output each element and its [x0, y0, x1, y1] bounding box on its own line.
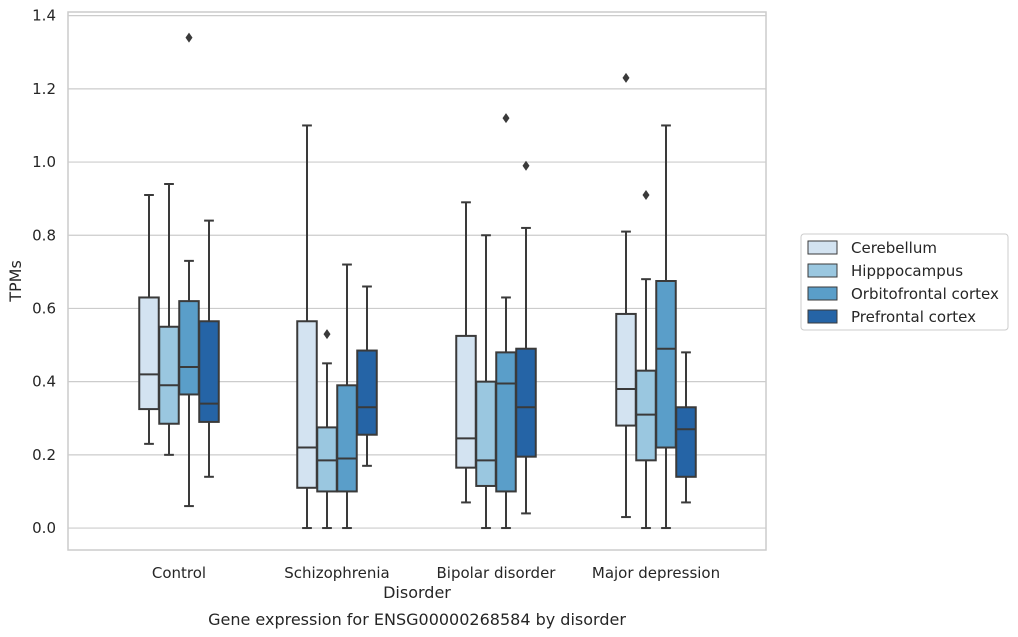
y-tick-label: 0.6	[32, 299, 56, 317]
box-prefrontal-cortex	[356, 285, 378, 467]
plot-frame	[67, 11, 767, 551]
legend-label: Hipppocampus	[851, 262, 963, 280]
y-tick-label: 1.2	[32, 80, 56, 98]
legend-swatch	[807, 240, 838, 255]
box-hipppocampus	[635, 189, 657, 530]
box-prefrontal-cortex	[515, 160, 537, 515]
y-tick-label: 0.2	[32, 446, 56, 464]
outlier-point	[502, 113, 510, 124]
legend-swatch	[807, 286, 838, 301]
box-iqr	[455, 334, 477, 469]
legend-label: Prefrontal cortex	[851, 308, 976, 326]
box-hipppocampus	[158, 183, 180, 456]
box-prefrontal-cortex	[675, 351, 697, 504]
x-tick-label: Control	[152, 564, 206, 582]
legend-swatch	[807, 263, 838, 278]
outlier-point	[622, 72, 630, 83]
box-iqr	[138, 296, 160, 411]
box-iqr	[475, 380, 497, 487]
y-tick-label: 1.0	[32, 153, 56, 171]
legend-label: Orbitofrontal cortex	[851, 285, 999, 303]
box-iqr	[356, 349, 378, 436]
outlier-point	[522, 160, 530, 171]
box-iqr	[296, 320, 318, 489]
box-cerebellum	[296, 124, 318, 530]
y-axis-title: TPMs	[6, 260, 25, 303]
legend: Cerebellum Hipppocampus Orbitofrontal cort…	[800, 233, 1009, 331]
x-axis-title: Disorder	[383, 583, 451, 602]
box-iqr	[336, 384, 358, 493]
box-prefrontal-cortex	[198, 219, 220, 478]
outlier-point	[642, 189, 650, 200]
box-iqr	[655, 280, 677, 449]
y-tick-label: 0.8	[32, 226, 56, 244]
x-tick-label: Major depression	[592, 564, 720, 582]
box-iqr	[615, 312, 637, 427]
box-hipppocampus	[475, 234, 497, 530]
chart-caption: Gene expression for ENSG00000268584 by d…	[208, 610, 626, 629]
x-tick-label: Bipolar disorder	[437, 564, 557, 582]
box-orbitofrontal-cortex	[655, 124, 677, 530]
x-axis-ticks: Control Schizophrenia Bipolar disorder Majo…	[152, 564, 720, 582]
box-orbitofrontal-cortex	[178, 32, 200, 508]
legend-swatch	[807, 309, 838, 324]
box-iqr	[178, 300, 200, 396]
y-tick-label: 0.4	[32, 373, 56, 391]
grid-lines	[68, 15, 766, 529]
box-iqr	[198, 320, 220, 423]
box-cerebellum	[455, 201, 477, 504]
box-orbitofrontal-cortex	[495, 113, 517, 530]
box-orbitofrontal-cortex	[336, 263, 358, 530]
outlier-point	[185, 32, 193, 43]
box-iqr	[495, 351, 517, 493]
box-cerebellum	[615, 72, 637, 519]
box-cerebellum	[138, 193, 160, 445]
outlier-point	[323, 329, 331, 340]
y-axis-ticks: 0.0 0.2 0.4 0.6 0.8 1.0 1.2 1.4	[32, 7, 56, 537]
box-iqr	[675, 406, 697, 478]
x-tick-label: Schizophrenia	[284, 564, 389, 582]
legend-label: Cerebellum	[851, 239, 937, 257]
box-iqr	[158, 325, 180, 425]
box-iqr	[515, 347, 537, 458]
box-hipppocampus	[316, 329, 338, 530]
plot-area	[138, 32, 697, 530]
legend-frame	[800, 233, 1009, 331]
y-tick-label: 0.0	[32, 519, 56, 537]
y-tick-label: 1.4	[32, 7, 56, 25]
